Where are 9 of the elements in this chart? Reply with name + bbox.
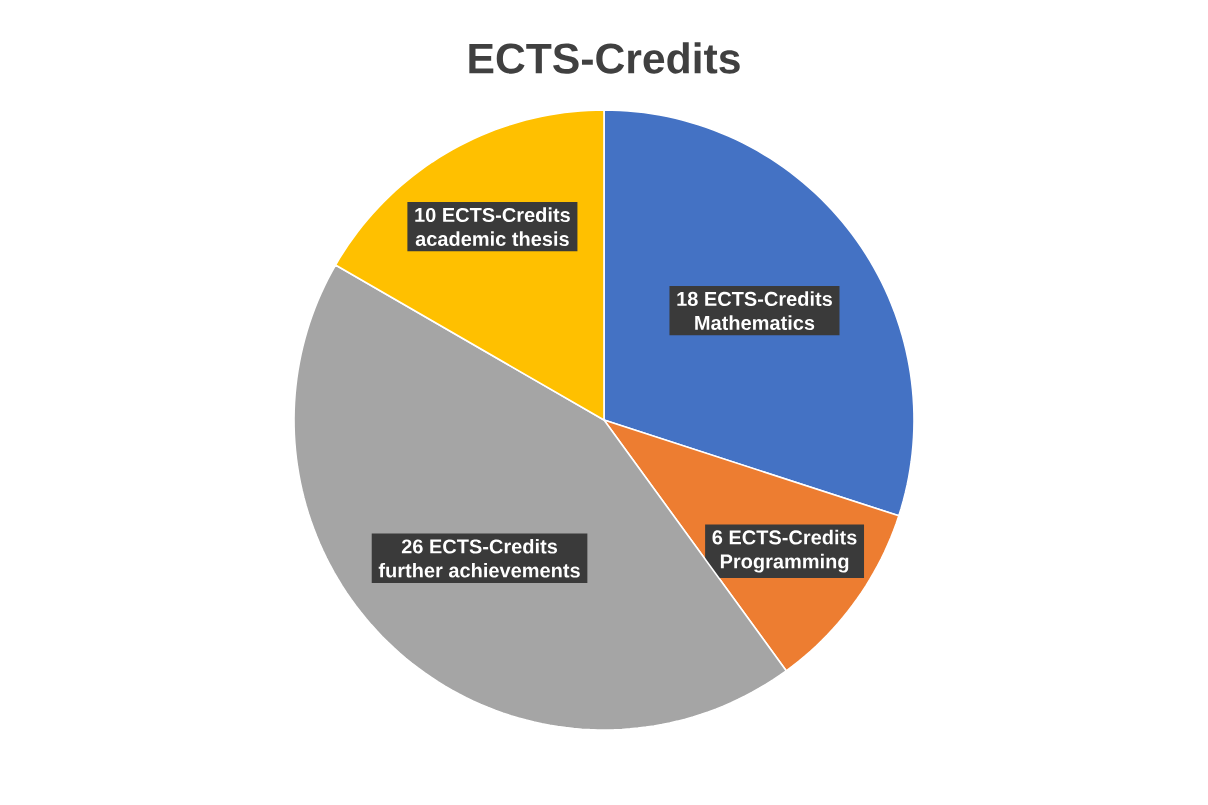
data-label: 26 ECTS-Credits <box>401 538 558 554</box>
slice-label: academic thesis <box>415 231 569 247</box>
slice-label: Programming <box>720 553 849 573</box>
slice-label: Mathematics <box>695 315 815 330</box>
chart-title: ECTS-Credits <box>469 42 740 74</box>
data-label: 6 ECTS-Credits <box>712 529 857 545</box>
data-label: 18 ECTS-Credits <box>677 291 832 306</box>
data-label: 10 ECTS-Credits <box>415 207 570 223</box>
slice-label: further achievements <box>378 562 580 578</box>
